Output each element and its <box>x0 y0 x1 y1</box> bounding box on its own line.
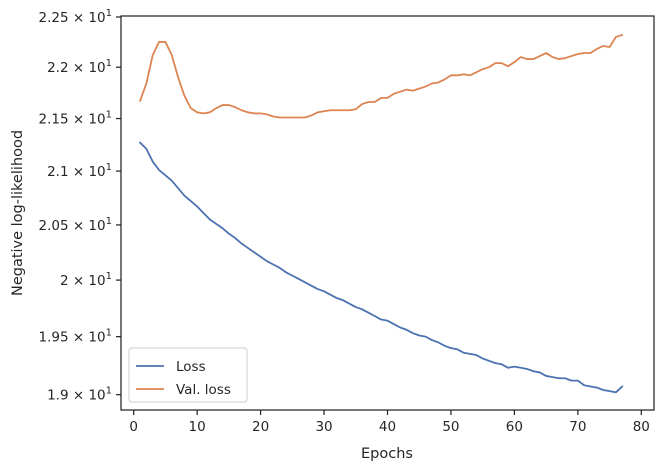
x-tick-label: 20 <box>252 419 269 435</box>
x-axis: 0 10 20 30 40 50 60 70 80 <box>129 410 650 435</box>
x-tick-label: 0 <box>129 419 138 435</box>
x-tick-label: 70 <box>569 419 586 435</box>
series-line-val-loss <box>139 34 624 119</box>
legend: Loss Val. loss <box>128 347 248 403</box>
x-tick-label: 30 <box>315 419 332 435</box>
x-tick-label: 10 <box>189 419 206 435</box>
y-tick-label: 2 × 101 <box>60 271 112 289</box>
y-tick-label: 2.1 × 101 <box>47 162 112 180</box>
y-tick-label: 2.15 × 101 <box>38 110 112 128</box>
y-axis-label: Negative log-likelihood <box>10 130 26 296</box>
y-axis: 1.9 × 101 1.95 × 101 2 × 101 2.05 × 101 2.1 … <box>38 8 121 404</box>
y-tick-label: 1.9 × 101 <box>47 386 112 404</box>
x-tick-label: 80 <box>633 419 650 435</box>
y-tick-label: 2.05 × 101 <box>38 216 112 234</box>
x-tick-label: 50 <box>442 419 459 435</box>
y-tick-label: 1.95 × 101 <box>38 328 112 346</box>
series-line-loss <box>139 141 624 394</box>
legend-label-loss: Loss <box>176 359 206 375</box>
y-tick-label: 2.25 × 101 <box>38 8 112 26</box>
x-tick-label: 40 <box>379 419 396 435</box>
plot-area <box>121 16 654 410</box>
series-layer <box>139 34 624 394</box>
legend-label-val-loss: Val. loss <box>176 382 231 398</box>
y-tick-label: 2.2 × 101 <box>47 58 112 76</box>
x-tick-label: 60 <box>506 419 523 435</box>
x-axis-label: Epochs <box>361 446 413 462</box>
